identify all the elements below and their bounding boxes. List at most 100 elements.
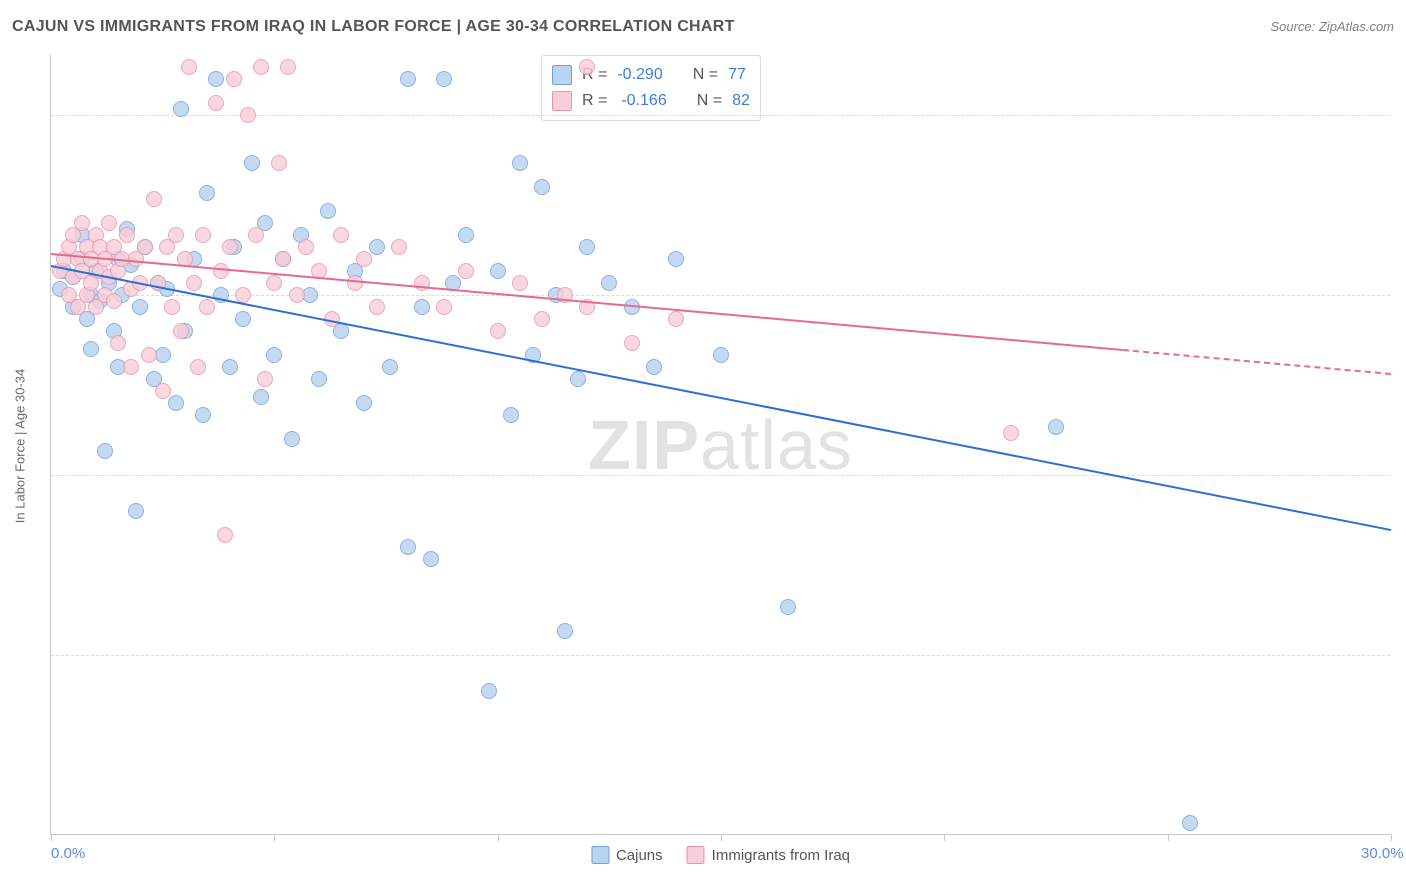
scatter-point <box>128 503 144 519</box>
scatter-point <box>369 299 385 315</box>
scatter-point <box>668 251 684 267</box>
scatter-point <box>356 251 372 267</box>
scatter-point <box>195 407 211 423</box>
scatter-point <box>557 623 573 639</box>
scatter-point <box>226 71 242 87</box>
scatter-point <box>132 299 148 315</box>
bottom-legend: Cajuns Immigrants from Iraq <box>591 846 850 864</box>
scatter-point <box>244 155 260 171</box>
scatter-point <box>235 311 251 327</box>
scatter-point <box>624 335 640 351</box>
scatter-point <box>490 263 506 279</box>
x-tick <box>1168 834 1169 841</box>
scatter-point <box>186 275 202 291</box>
stats-row-series2: R = -0.166 N = 82 <box>552 88 750 114</box>
x-tick <box>721 834 722 841</box>
grid-line <box>51 475 1390 476</box>
scatter-point <box>1182 815 1198 831</box>
trend-line <box>1123 349 1391 375</box>
stats-n-value-2: 82 <box>732 92 750 110</box>
scatter-point <box>347 275 363 291</box>
scatter-point <box>414 299 430 315</box>
x-tick <box>944 834 945 841</box>
stats-legend-box: R = -0.290 N = 77 R = -0.166 N = 82 <box>541 55 761 121</box>
scatter-point <box>400 539 416 555</box>
grid-line <box>51 655 1390 656</box>
scatter-point <box>391 239 407 255</box>
scatter-point <box>570 371 586 387</box>
scatter-point <box>503 407 519 423</box>
scatter-point <box>266 275 282 291</box>
scatter-point <box>579 59 595 75</box>
scatter-point <box>208 95 224 111</box>
scatter-point <box>382 359 398 375</box>
scatter-point <box>168 395 184 411</box>
y-axis-label: In Labor Force | Age 30-34 <box>13 369 28 523</box>
scatter-point <box>213 263 229 279</box>
scatter-point <box>266 347 282 363</box>
scatter-point <box>235 287 251 303</box>
stats-swatch-series1 <box>552 65 572 85</box>
scatter-point <box>481 683 497 699</box>
scatter-point <box>534 179 550 195</box>
scatter-point <box>320 203 336 219</box>
scatter-point <box>1003 425 1019 441</box>
scatter-point <box>253 389 269 405</box>
stats-n-label: N = <box>693 66 718 84</box>
stats-r-value-2: -0.166 <box>621 92 666 110</box>
scatter-point <box>199 185 215 201</box>
scatter-plot: ZIPatlas R = -0.290 N = 77 R = -0.166 N … <box>50 55 1390 835</box>
legend-label-series1: Cajuns <box>616 847 663 864</box>
y-tick-label: 55.0% <box>1400 647 1406 664</box>
legend-label-series2: Immigrants from Iraq <box>712 847 850 864</box>
scatter-point <box>164 299 180 315</box>
x-tick-label: 0.0% <box>51 845 85 862</box>
source-attribution: Source: ZipAtlas.com <box>1270 19 1394 34</box>
scatter-point <box>146 191 162 207</box>
scatter-point <box>780 599 796 615</box>
scatter-point <box>601 275 617 291</box>
scatter-point <box>668 311 684 327</box>
stats-r-value-1: -0.290 <box>617 66 662 84</box>
scatter-point <box>512 275 528 291</box>
scatter-point <box>458 227 474 243</box>
scatter-point <box>271 155 287 171</box>
scatter-point <box>369 239 385 255</box>
scatter-point <box>356 395 372 411</box>
scatter-point <box>490 323 506 339</box>
scatter-point <box>168 227 184 243</box>
trend-line <box>51 265 1391 531</box>
scatter-point <box>208 71 224 87</box>
x-tick <box>51 834 52 841</box>
legend-swatch-series2 <box>687 846 705 864</box>
y-tick-label: 100.0% <box>1400 107 1406 124</box>
scatter-point <box>289 287 305 303</box>
scatter-point <box>222 359 238 375</box>
scatter-point <box>141 347 157 363</box>
grid-line <box>51 295 1390 296</box>
legend-item-series1: Cajuns <box>591 846 663 864</box>
scatter-point <box>173 101 189 117</box>
chart-container: CAJUN VS IMMIGRANTS FROM IRAQ IN LABOR F… <box>0 0 1406 892</box>
chart-title: CAJUN VS IMMIGRANTS FROM IRAQ IN LABOR F… <box>12 18 735 36</box>
scatter-point <box>280 59 296 75</box>
scatter-point <box>512 155 528 171</box>
scatter-point <box>181 59 197 75</box>
scatter-point <box>83 341 99 357</box>
x-tick <box>1391 834 1392 841</box>
y-tick-label: 85.0% <box>1400 287 1406 304</box>
scatter-point <box>217 527 233 543</box>
scatter-point <box>123 359 139 375</box>
scatter-point <box>1048 419 1064 435</box>
watermark-light: atlas <box>700 406 853 484</box>
scatter-point <box>253 59 269 75</box>
scatter-point <box>137 239 153 255</box>
legend-item-series2: Immigrants from Iraq <box>687 846 850 864</box>
scatter-point <box>275 251 291 267</box>
scatter-point <box>97 443 113 459</box>
scatter-point <box>298 239 314 255</box>
scatter-point <box>101 215 117 231</box>
scatter-point <box>222 239 238 255</box>
scatter-point <box>400 71 416 87</box>
scatter-point <box>190 359 206 375</box>
